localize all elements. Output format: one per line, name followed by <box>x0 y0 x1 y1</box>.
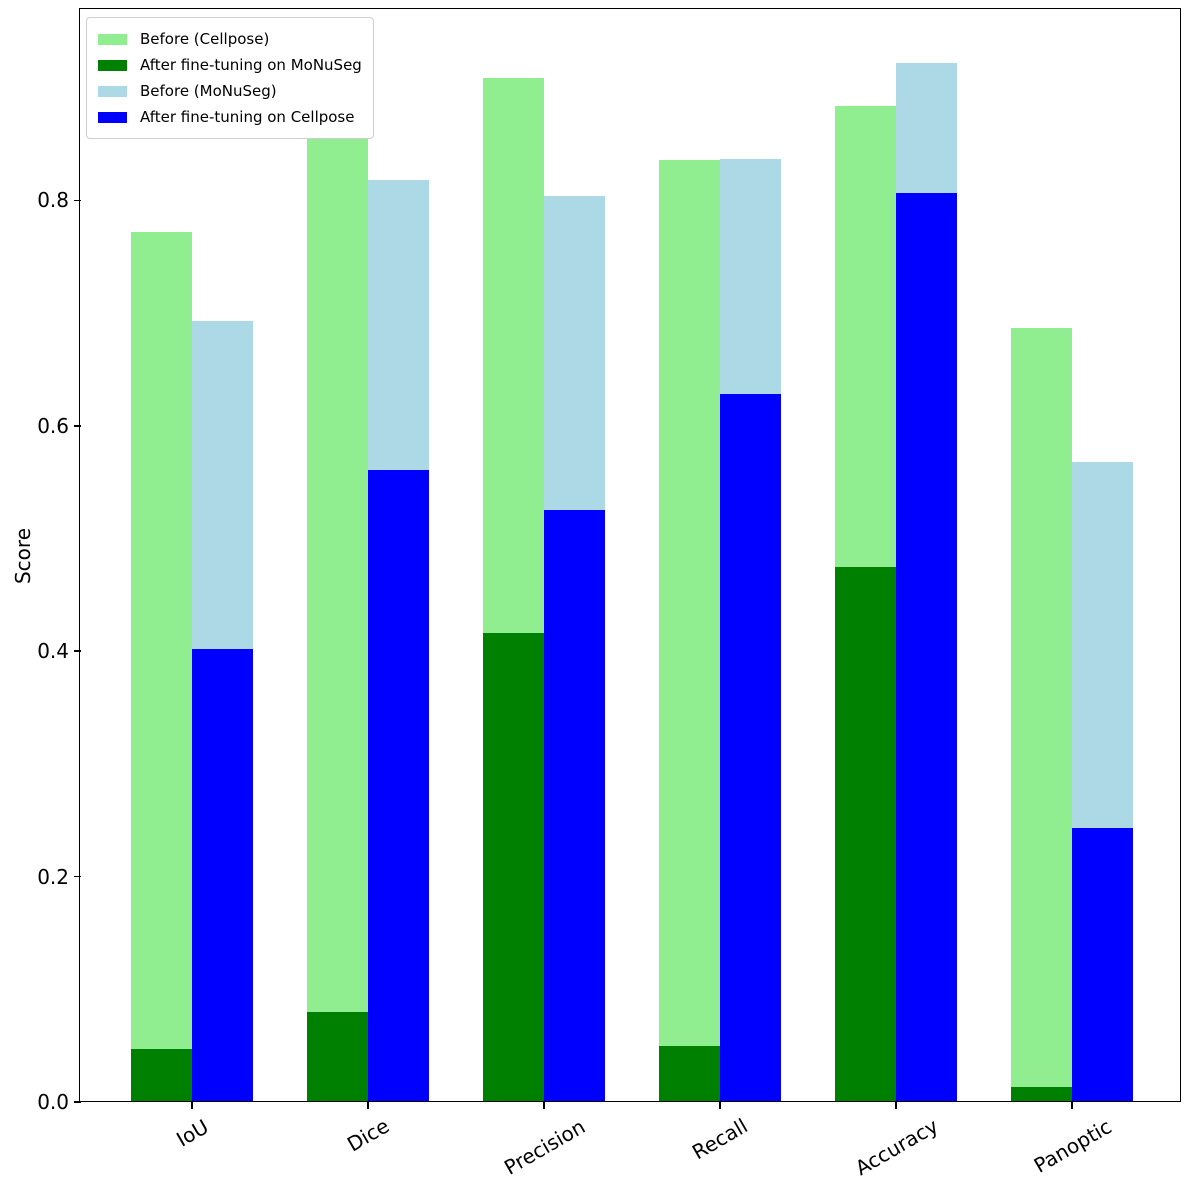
legend-swatch-before-cellpose <box>98 33 127 45</box>
bar-after-fine-tuning-on-monuseg-dice <box>307 1011 368 1102</box>
y-axis-title: Score <box>11 527 36 585</box>
x-tick-label-panoptic: Panoptic <box>1029 1113 1116 1178</box>
bar-after-fine-tuning-on-cellpose-iou <box>192 648 253 1102</box>
bar-after-fine-tuning-on-cellpose-dice <box>368 469 429 1102</box>
x-tick-mark <box>191 1102 193 1109</box>
x-tick-mark <box>1071 1102 1073 1109</box>
legend-label: Before (MoNuSeg) <box>140 82 277 100</box>
legend-item-after-fine-tuning-on-monuseg: After fine-tuning on MoNuSeg <box>98 52 362 78</box>
x-tick-label-precision: Precision <box>499 1113 589 1180</box>
y-tick-label: 0.2 <box>37 864 69 889</box>
x-tick-mark <box>543 1102 545 1109</box>
y-tick-label: 0.6 <box>37 413 69 438</box>
legend-label: Before (Cellpose) <box>140 30 270 48</box>
x-tick-mark <box>719 1102 721 1109</box>
y-tick-mark <box>74 199 81 202</box>
legend-item-before-monuseg: Before (MoNuSeg) <box>98 78 362 104</box>
bar-after-fine-tuning-on-monuseg-panoptic <box>1011 1087 1072 1102</box>
x-tick-label-recall: Recall <box>687 1114 752 1165</box>
y-tick-label: 0.0 <box>37 1090 69 1114</box>
legend-item-before-cellpose: Before (Cellpose) <box>98 26 362 52</box>
legend-swatch-before-monuseg <box>98 85 127 97</box>
bar-after-fine-tuning-on-monuseg-iou <box>131 1049 192 1102</box>
bar-after-fine-tuning-on-monuseg-accuracy <box>835 566 896 1102</box>
y-tick-label: 0.8 <box>37 188 69 213</box>
legend-item-after-fine-tuning-on-cellpose: After fine-tuning on Cellpose <box>98 104 362 130</box>
bar-after-fine-tuning-on-monuseg-precision <box>483 633 544 1102</box>
y-axis-title-box: Score <box>0 10 46 1102</box>
bar-after-fine-tuning-on-monuseg-recall <box>659 1045 720 1102</box>
bar-before-cellpose-iou <box>131 232 192 1102</box>
legend: Before (Cellpose) After fine-tuning on Mo… <box>86 17 374 139</box>
bar-before-cellpose-recall <box>659 159 720 1102</box>
bar-after-fine-tuning-on-cellpose-accuracy <box>896 192 957 1102</box>
y-tick-mark <box>74 875 81 878</box>
plot-area <box>81 10 1181 1102</box>
y-tick-label: 0.4 <box>37 639 69 664</box>
x-tick-mark <box>895 1102 897 1109</box>
x-tick-label-dice: Dice <box>342 1113 394 1157</box>
y-tick-mark <box>74 425 81 427</box>
legend-label: After fine-tuning on MoNuSeg <box>140 56 362 74</box>
legend-swatch-after-fine-tuning-on-cellpose <box>98 111 127 123</box>
x-tick-label-iou: IoU <box>171 1114 213 1152</box>
bar-before-cellpose-dice <box>307 138 368 1102</box>
y-tick-mark <box>74 1101 81 1103</box>
x-tick-label-accuracy: Accuracy <box>850 1113 942 1181</box>
y-tick-mark <box>74 650 81 653</box>
legend-label: After fine-tuning on Cellpose <box>140 108 355 126</box>
legend-swatch-after-fine-tuning-on-monuseg <box>98 59 127 71</box>
bar-before-cellpose-panoptic <box>1011 327 1072 1102</box>
bar-after-fine-tuning-on-cellpose-recall <box>720 394 781 1102</box>
x-tick-mark <box>367 1102 369 1109</box>
bar-after-fine-tuning-on-cellpose-precision <box>544 510 605 1102</box>
bar-after-fine-tuning-on-cellpose-panoptic <box>1072 828 1133 1102</box>
